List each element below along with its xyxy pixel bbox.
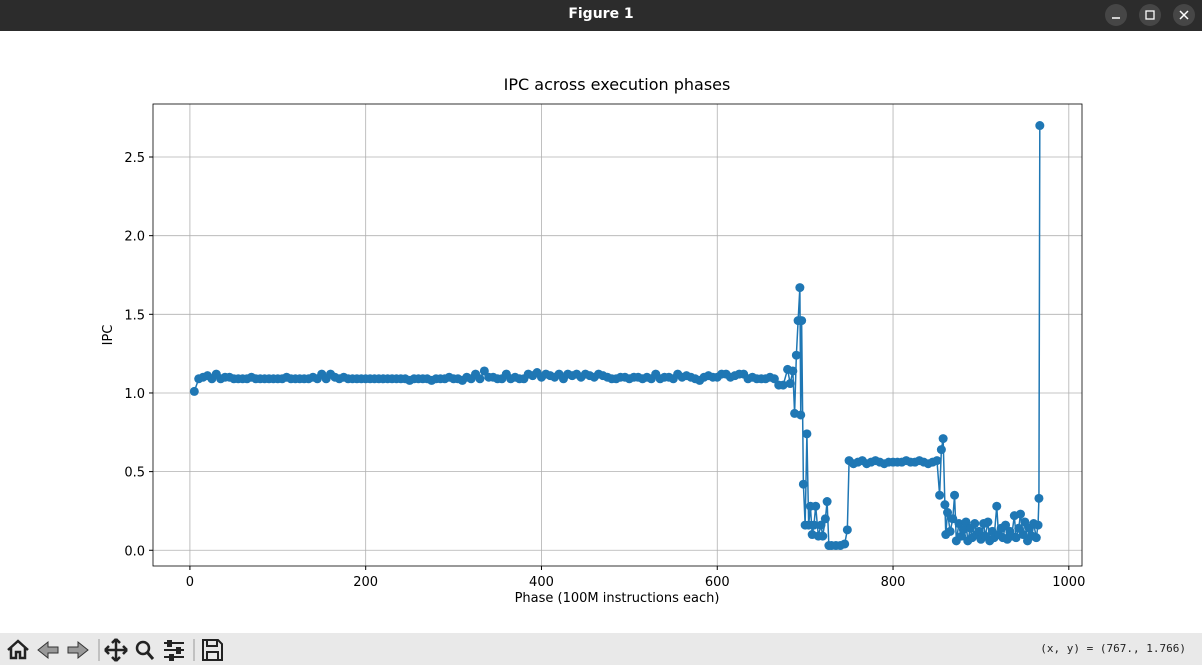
data-point <box>1014 523 1024 533</box>
data-point <box>811 501 821 511</box>
data-line <box>193 125 1041 547</box>
data-point <box>954 519 964 529</box>
x-tick-label: 0 <box>186 575 194 590</box>
data-point <box>1020 517 1030 527</box>
data-point <box>189 386 199 396</box>
y-tick-label: 2.5 <box>124 151 145 166</box>
data-point <box>791 350 801 360</box>
data-point <box>785 379 795 389</box>
data-point <box>940 500 950 510</box>
data-point <box>1034 493 1044 503</box>
data-point <box>796 410 806 420</box>
data-point <box>1035 121 1045 131</box>
data-point <box>1011 533 1021 543</box>
data-point <box>475 374 485 384</box>
zoom-button[interactable] <box>135 640 155 660</box>
x-axis-label: Phase (100M instructions each) <box>515 591 720 606</box>
data-point <box>809 520 819 530</box>
cursor-coordinates: (x, y) = (767., 1.766) <box>1040 642 1186 655</box>
configure-button[interactable] <box>164 640 184 661</box>
x-tick-label: 600 <box>705 575 730 590</box>
data-point <box>769 374 779 384</box>
data-point <box>1015 509 1025 519</box>
data-point <box>936 445 946 455</box>
data-point <box>816 520 826 530</box>
data-point <box>788 366 798 376</box>
data-point <box>778 380 788 390</box>
minimize-button[interactable] <box>1105 4 1127 26</box>
data-point <box>1001 520 1011 530</box>
data-point <box>802 429 812 439</box>
data-point <box>970 519 980 529</box>
data-point <box>1031 533 1041 543</box>
data-point <box>795 283 805 293</box>
window-title: Figure 1 <box>568 6 634 22</box>
y-tick-label: 2.0 <box>124 230 145 245</box>
toolbar-icons <box>7 638 223 662</box>
plot-frame <box>152 103 1083 567</box>
y-tick-label: 0.0 <box>124 544 145 559</box>
x-tick-label: 400 <box>529 575 554 590</box>
data-point <box>950 490 960 500</box>
save-button[interactable] <box>202 639 223 661</box>
data-point <box>943 508 953 518</box>
data-point <box>932 456 942 466</box>
toolbar: (x, y) = (767., 1.766) <box>0 633 1202 665</box>
y-tick-label: 1.5 <box>124 308 145 323</box>
data-point <box>958 525 968 535</box>
x-tick-label: 200 <box>353 575 378 590</box>
data-point <box>983 517 993 527</box>
title-bar: Figure 1 <box>0 0 1202 31</box>
close-button[interactable] <box>1173 4 1195 26</box>
maximize-button[interactable] <box>1139 4 1161 26</box>
data-point <box>818 531 828 541</box>
data-point <box>935 490 945 500</box>
data-point <box>938 434 948 444</box>
data-point <box>1033 520 1043 530</box>
pan-button[interactable] <box>104 638 128 662</box>
chart-title: IPC across execution phases <box>504 75 731 94</box>
y-axis-label: IPC <box>101 325 116 346</box>
data-point <box>974 526 984 536</box>
back-button[interactable] <box>37 640 59 660</box>
home-button[interactable] <box>7 639 29 660</box>
forward-button[interactable] <box>67 640 89 660</box>
data-point <box>840 539 850 549</box>
chart: IPC across execution phases Phase (100M … <box>101 75 1085 606</box>
data-point <box>948 514 958 524</box>
x-tick-label: 1000 <box>1052 575 1085 590</box>
data-point <box>842 525 852 535</box>
data-point <box>822 497 832 507</box>
data-point <box>798 479 808 489</box>
x-tick-label: 800 <box>881 575 906 590</box>
y-tick-label: 0.5 <box>124 466 145 481</box>
data-point <box>820 514 830 524</box>
data-point <box>945 526 955 536</box>
data-point <box>797 316 807 326</box>
data-point <box>961 517 971 527</box>
data-point <box>479 366 489 376</box>
y-tick-label: 1.0 <box>124 387 145 402</box>
data-point <box>1018 530 1028 540</box>
data-point <box>992 501 1002 511</box>
